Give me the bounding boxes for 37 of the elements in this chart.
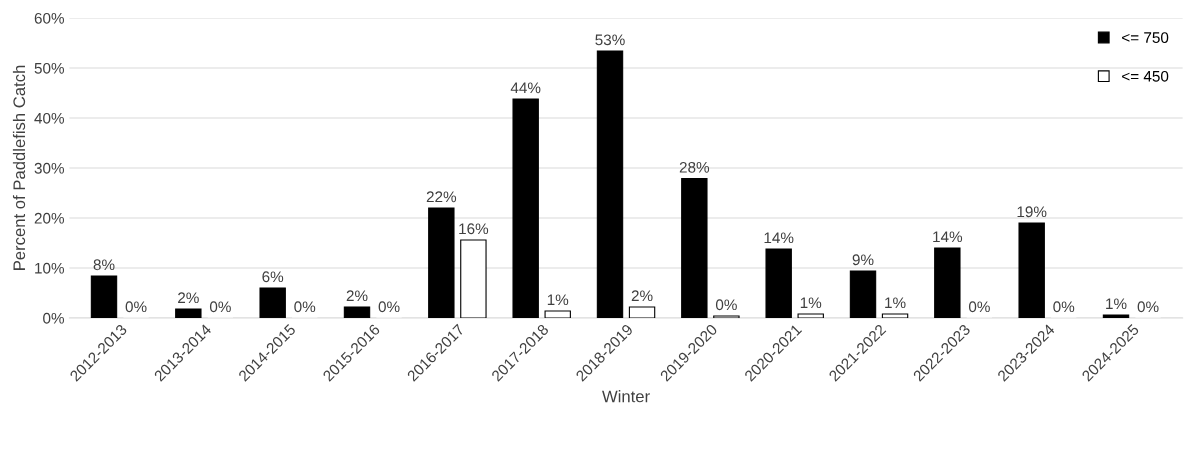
data-label: 2%: [346, 290, 368, 302]
data-label: 1%: [547, 294, 569, 306]
y-axis-title: Percent of Paddlefish Catch: [12, 65, 26, 270]
data-label: 53%: [595, 34, 625, 46]
y-tick-label: 50%: [34, 62, 65, 74]
data-label: 0%: [125, 301, 147, 313]
data-label: 0%: [968, 301, 990, 313]
data-label: 28%: [679, 161, 710, 173]
y-tick-label: 20%: [34, 212, 65, 224]
data-label: 1%: [885, 297, 906, 309]
data-label: 6%: [262, 271, 284, 283]
data-label: 1%: [1106, 298, 1127, 310]
data-label: 0%: [715, 299, 737, 311]
data-label: 14%: [764, 232, 794, 244]
y-tick-label: 60%: [34, 12, 65, 24]
y-tick-label: 10%: [35, 262, 65, 274]
data-label: 44%: [510, 82, 541, 94]
data-label: 0%: [378, 301, 400, 313]
data-label: 2%: [631, 290, 653, 302]
legend-label: <= 750: [1122, 32, 1169, 44]
data-label: 1%: [800, 297, 822, 309]
data-label: 2%: [178, 292, 199, 304]
data-label: 22%: [426, 191, 457, 203]
data-label: 14%: [933, 231, 963, 243]
data-label: 19%: [1017, 206, 1047, 218]
data-label: 16%: [459, 223, 489, 235]
data-label: 0%: [1137, 301, 1159, 313]
legend-label: <= 450: [1122, 70, 1169, 82]
data-label: 0%: [294, 301, 316, 313]
y-tick-label: 40%: [34, 112, 65, 124]
data-label: 9%: [852, 254, 874, 266]
x-axis-title: Winter: [602, 390, 650, 403]
data-label: 0%: [209, 301, 231, 313]
y-tick-label: 0%: [43, 312, 65, 324]
y-tick-label: 30%: [34, 162, 65, 174]
data-label: 8%: [93, 259, 115, 271]
data-label: 0%: [1053, 301, 1075, 313]
